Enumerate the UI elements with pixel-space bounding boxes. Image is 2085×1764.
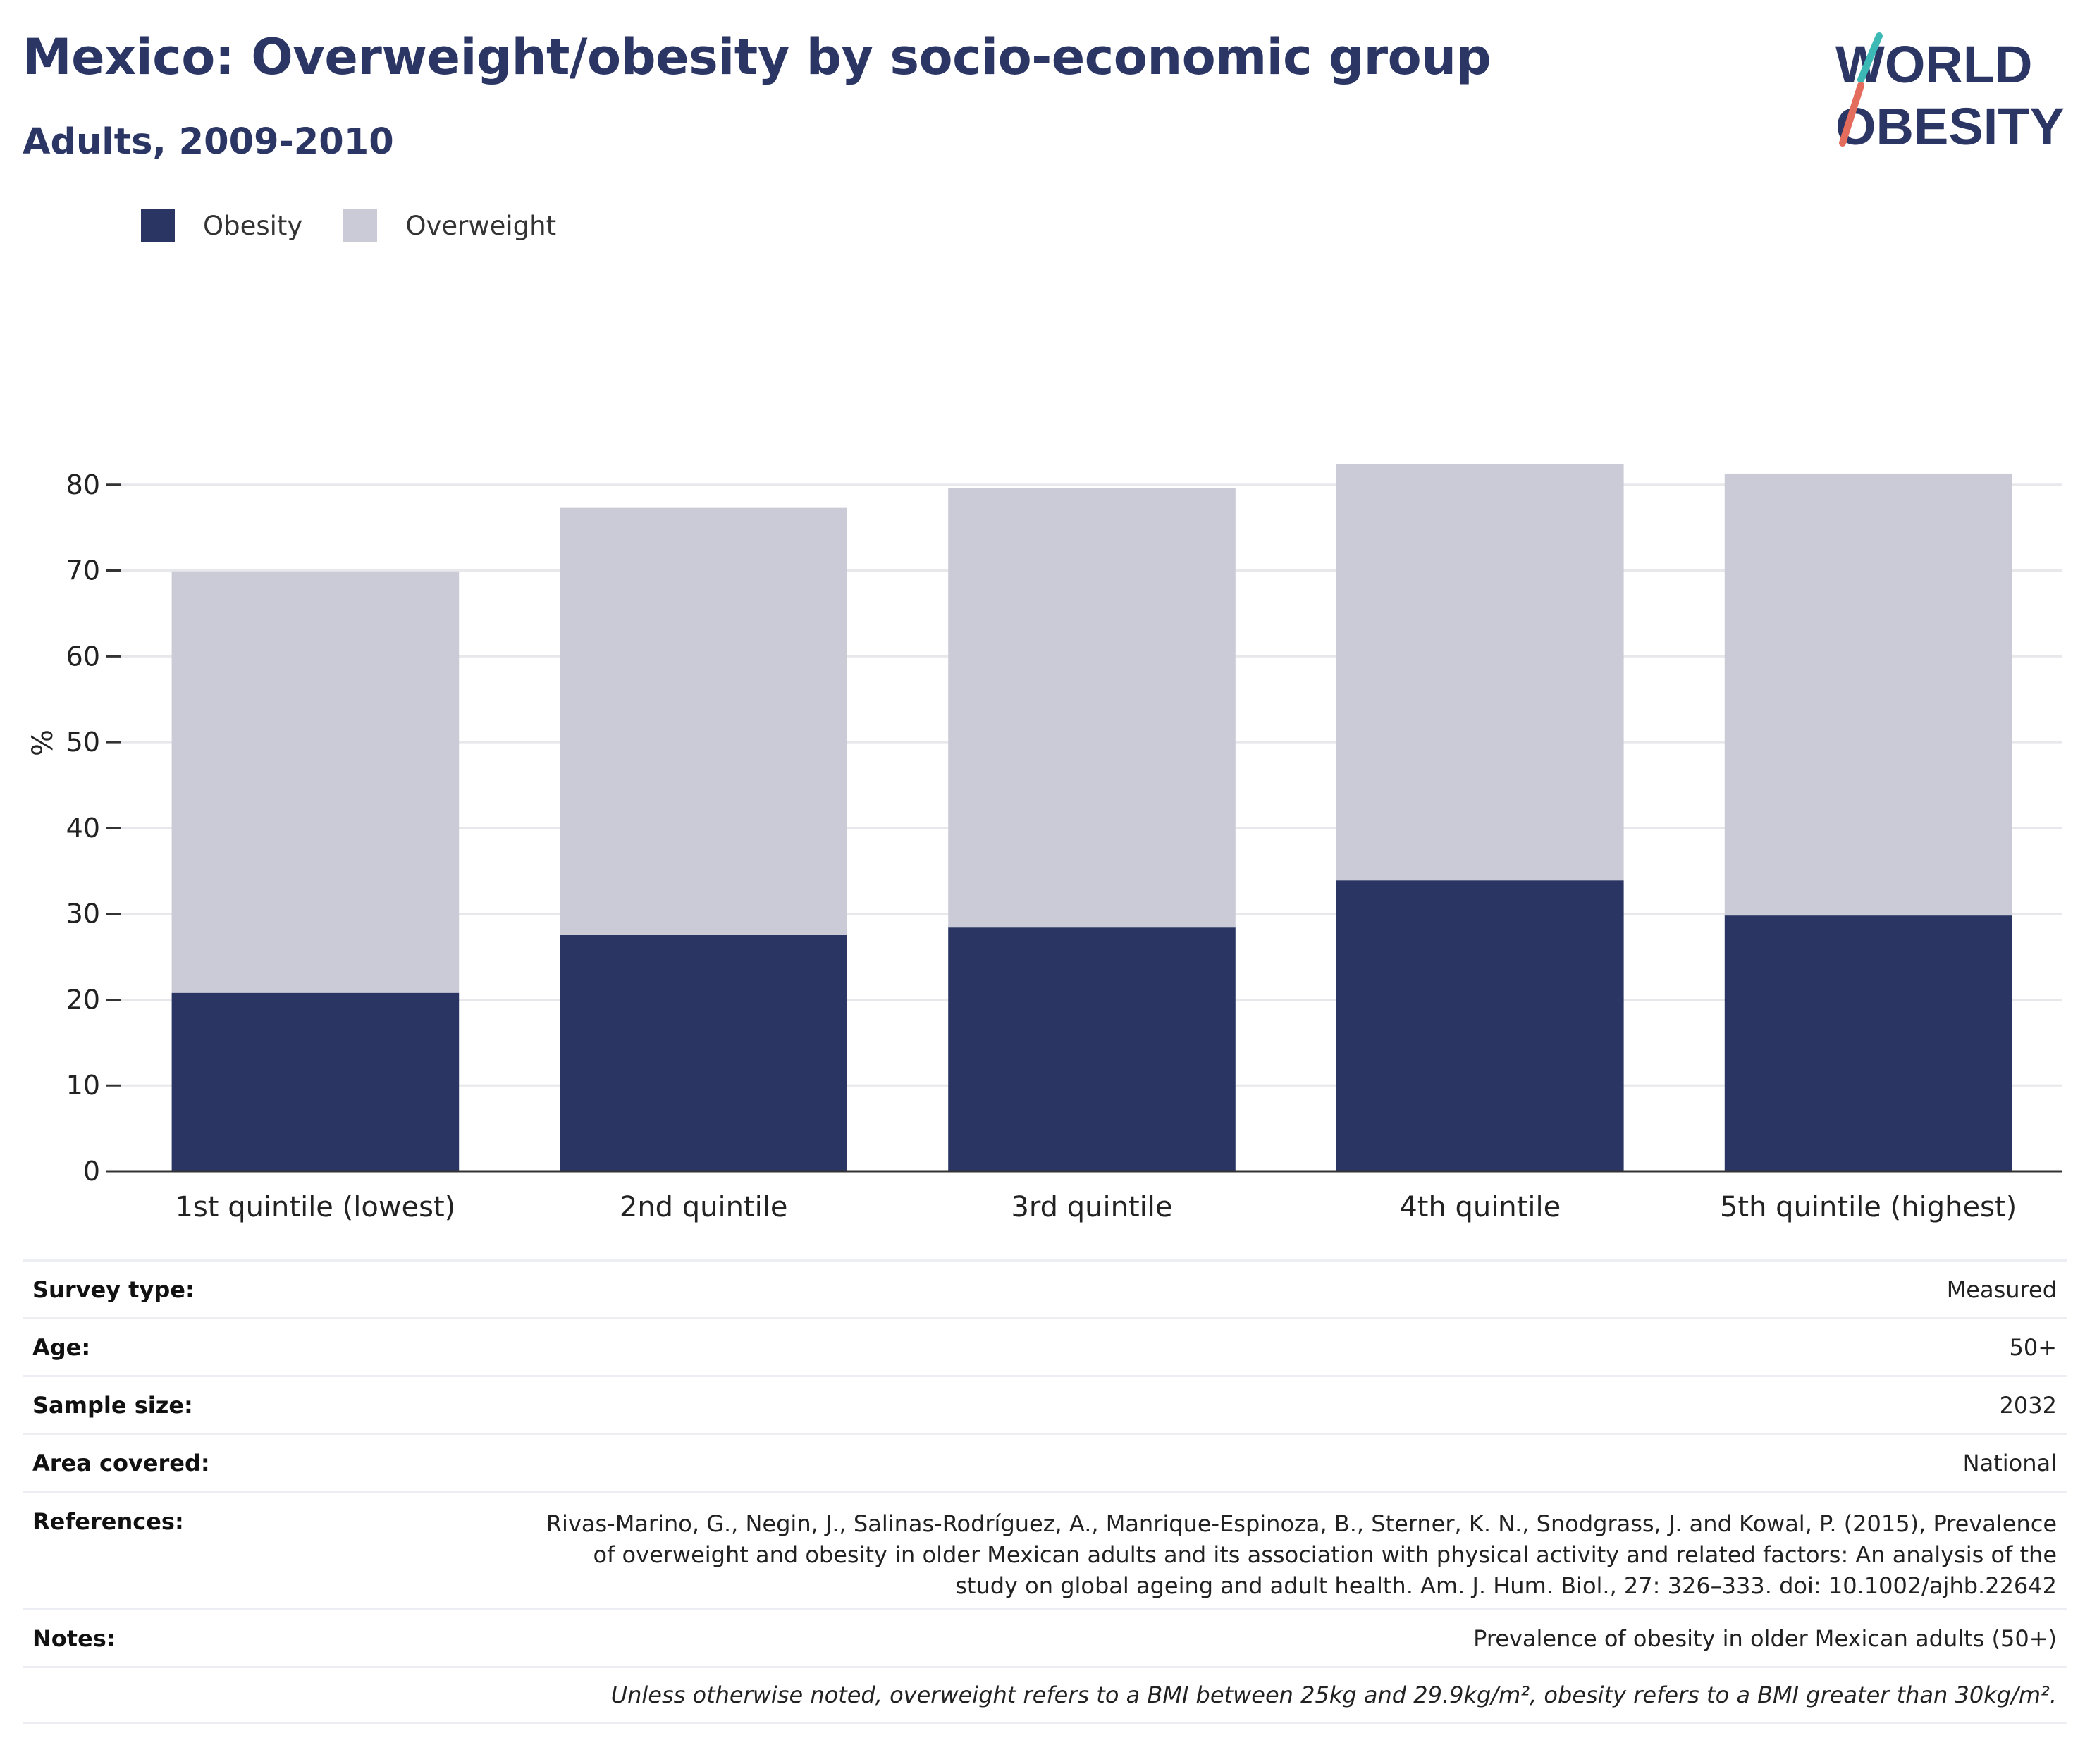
detail-label: Notes: — [32, 1624, 116, 1652]
legend-item-obesity[interactable]: Obesity — [141, 209, 302, 242]
chart-legend: Obesity Overweight — [141, 209, 597, 242]
detail-label: Sample size: — [32, 1391, 193, 1419]
world-obesity-logo: WORLD OBESITY — [1835, 32, 2065, 156]
detail-row-sample-size: Sample size: 2032 — [23, 1375, 2067, 1433]
x-tick-label: 5th quintile (highest) — [1720, 1191, 2017, 1223]
legend-swatch-overweight — [343, 209, 378, 242]
detail-row-age: Age: 50+ — [23, 1317, 2067, 1375]
x-tick-label: 3rd quintile — [1011, 1191, 1172, 1223]
legend-swatch-obesity — [141, 209, 175, 242]
stacked-bar-chart: 0 10 20 30 40 50 60 70 80% 1st quintile (lowest) 2… — [27, 464, 2062, 1223]
detail-row-area-covered: Area covered: National — [23, 1433, 2067, 1491]
chart-subtitle: Adults, 2009-2010 — [23, 121, 394, 163]
bar-obesity-1 — [171, 992, 460, 1171]
detail-label: Area covered: — [32, 1449, 210, 1476]
bar-obesity-4 — [1336, 880, 1624, 1171]
bar-obesity-3 — [948, 927, 1236, 1171]
y-tick-label: 50 — [66, 727, 100, 758]
y-tick-label: 0 — [83, 1156, 100, 1187]
svg-text:OBESITY: OBESITY — [1835, 97, 2065, 156]
detail-row-footnote: Unless otherwise noted, overweight refer… — [23, 1666, 2067, 1724]
y-tick-label: 70 — [66, 555, 100, 586]
bar-overweight-5 — [1724, 473, 2012, 916]
detail-row-notes: Notes: Prevalence of obesity in older Me… — [23, 1608, 2067, 1666]
detail-value: Rivas-Marino, G., Negin, J., Salinas-Rod… — [546, 1510, 2057, 1599]
bar-overweight-3 — [948, 488, 1236, 928]
y-axis-label: % — [27, 729, 59, 756]
detail-label: References: — [32, 1508, 184, 1535]
y-tick-label: 30 — [66, 899, 100, 930]
legend-label-overweight: Overweight — [405, 210, 557, 241]
y-tick-label: 20 — [66, 984, 100, 1015]
detail-value: Prevalence of obesity in older Mexican a… — [1473, 1624, 2057, 1652]
y-tick-label: 10 — [66, 1070, 100, 1101]
chart-title: Mexico: Overweight/obesity by socio-econ… — [23, 28, 1492, 86]
y-tick-label: 80 — [66, 469, 100, 500]
bar-obesity-2 — [560, 934, 847, 1171]
x-tick-label: 2nd quintile — [620, 1191, 788, 1223]
bar-overweight-2 — [560, 507, 847, 935]
bmi-footnote: Unless otherwise noted, overweight refer… — [610, 1682, 2057, 1708]
detail-value: National — [1962, 1449, 2057, 1476]
legend-item-overweight[interactable]: Overweight — [343, 209, 556, 242]
bar-overweight-1 — [171, 571, 460, 993]
detail-value: 50+ — [2009, 1333, 2057, 1361]
y-tick-label: 40 — [66, 813, 100, 844]
survey-details-table: Survey type: Measured Age: 50+ Sample si… — [23, 1259, 2067, 1724]
bar-overweight-4 — [1336, 464, 1624, 881]
legend-label-obesity: Obesity — [203, 210, 303, 241]
detail-value: Measured — [1946, 1276, 2057, 1303]
detail-value: 2032 — [1999, 1391, 2057, 1419]
detail-label: Age: — [32, 1333, 91, 1361]
y-tick-label: 60 — [66, 641, 100, 672]
detail-label: Survey type: — [32, 1276, 195, 1303]
detail-row-survey-type: Survey type: Measured — [23, 1259, 2067, 1317]
bar-obesity-5 — [1724, 915, 2012, 1171]
detail-row-references: References: Rivas-Marino, G., Negin, J.,… — [23, 1491, 2067, 1608]
x-tick-label: 4th quintile — [1399, 1191, 1561, 1223]
x-tick-label: 1st quintile (lowest) — [176, 1191, 456, 1223]
